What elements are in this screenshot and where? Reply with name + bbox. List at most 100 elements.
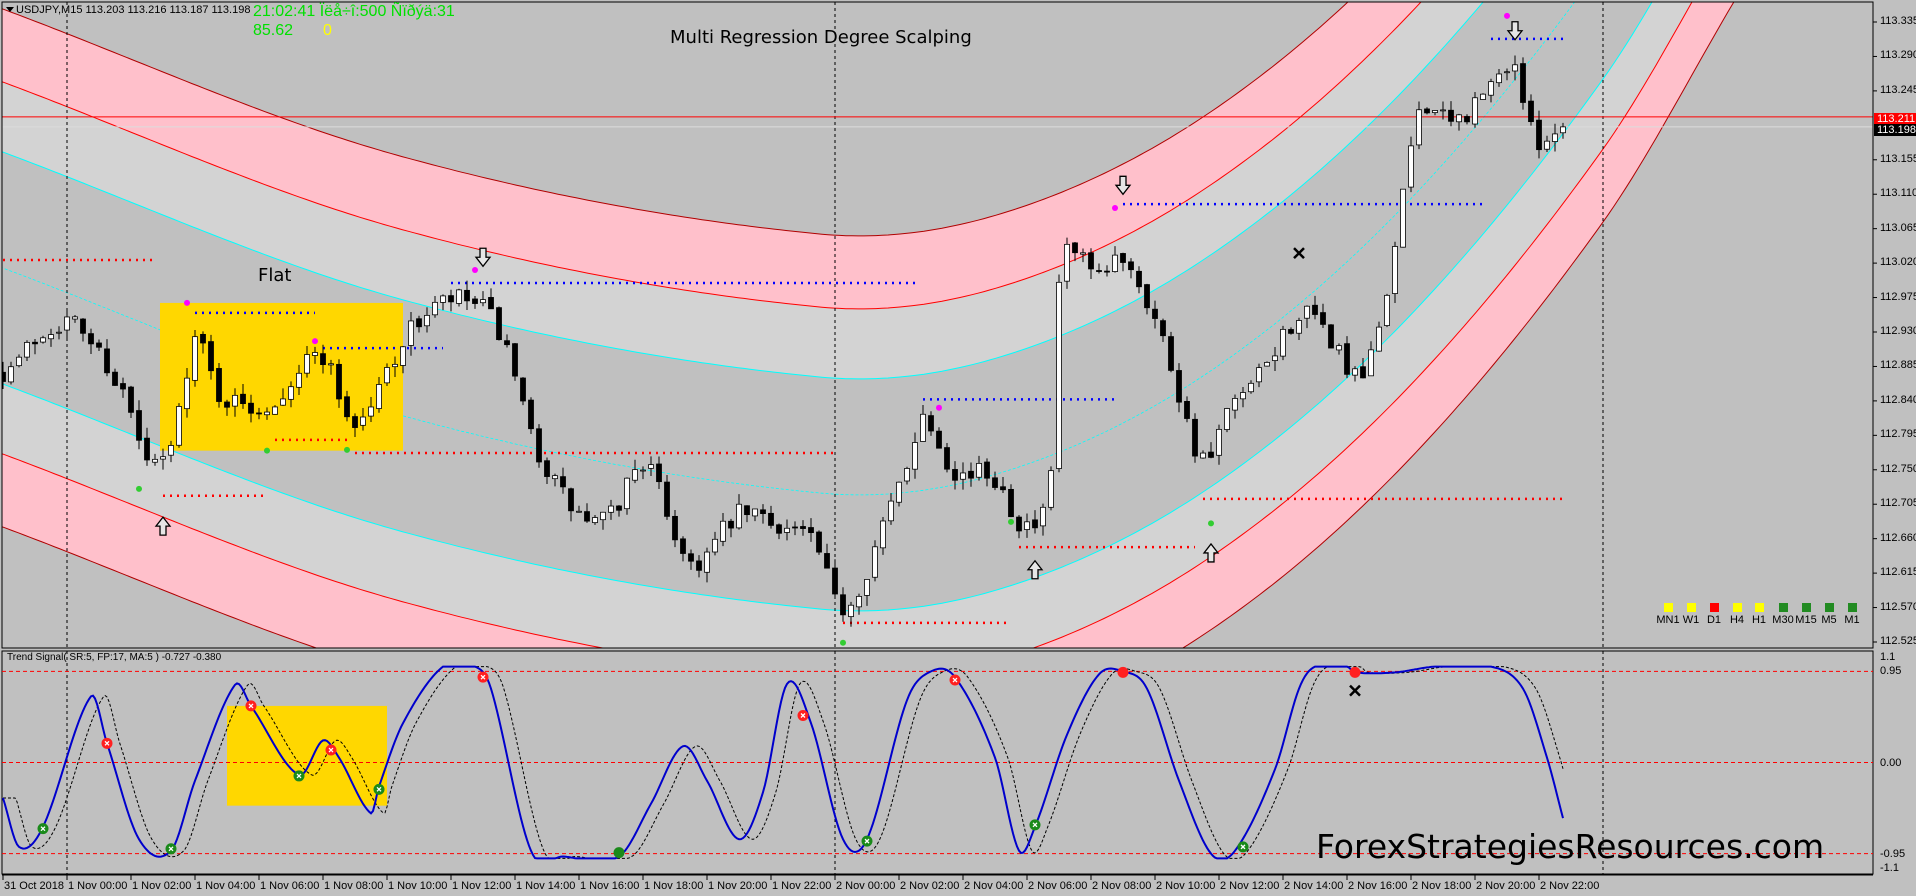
buy-signal-dot-cross [1032, 822, 1038, 828]
candle-body [1464, 116, 1470, 123]
candle [592, 514, 598, 525]
candle [1208, 442, 1214, 459]
candle [1408, 136, 1414, 193]
indicator-flag: 0 [323, 22, 332, 39]
candle [648, 456, 654, 476]
candle [400, 346, 406, 374]
candle-body [664, 481, 670, 517]
candle-body [992, 477, 998, 488]
sell-arrow-icon [1114, 175, 1132, 196]
candle [1472, 91, 1478, 128]
timeframe-status-square [1710, 603, 1719, 612]
candle [152, 453, 158, 466]
candle-body [1488, 81, 1494, 96]
candle-body [1456, 114, 1462, 123]
candle [1544, 135, 1550, 153]
time-axis-label: 2 Nov 12:00 [1220, 880, 1280, 892]
timeframe-status-square [1848, 603, 1857, 612]
candle [392, 356, 398, 377]
candle-body [752, 508, 758, 517]
candle [1360, 357, 1366, 379]
candle-body [800, 526, 806, 529]
timeframe-status-square [1687, 603, 1696, 612]
candle [504, 334, 510, 348]
candle-body [168, 445, 174, 456]
indicator-axis-label: -1.1 [1880, 861, 1899, 874]
price-axis-label: 112.930 [1880, 325, 1916, 337]
candle [72, 314, 78, 323]
candle [1552, 123, 1558, 152]
candle [344, 390, 350, 422]
candle-body [1304, 305, 1310, 319]
candle-body [888, 500, 894, 522]
candle-body [448, 295, 454, 303]
candle-body [688, 553, 694, 562]
candle-body [1416, 109, 1422, 146]
candle [1192, 413, 1198, 463]
candle-body [816, 531, 822, 553]
candle-body [808, 527, 814, 534]
candle-body [1120, 253, 1126, 263]
buy-arrow-icon [1202, 542, 1220, 563]
candle-body [768, 512, 774, 526]
indicator-axis-label: 0.95 [1880, 665, 1902, 678]
upper-outer-edge [2, 2, 1349, 237]
candle [1200, 450, 1206, 459]
candle-body [920, 413, 926, 442]
candle [1080, 248, 1086, 263]
candle [1280, 325, 1286, 361]
time-axis-label: 2 Nov 20:00 [1476, 880, 1536, 892]
timeframe-label: D1 [1706, 614, 1722, 626]
candle-body [872, 546, 878, 578]
candle [1232, 394, 1238, 419]
candle-body [776, 524, 782, 534]
candle-body [904, 468, 910, 482]
candle-body [896, 481, 902, 503]
candle-body [120, 383, 126, 390]
candle [248, 394, 254, 423]
collapse-triangle-icon[interactable] [6, 7, 14, 12]
candle [1184, 396, 1190, 423]
sell-dot [472, 267, 478, 273]
sell-dot [1504, 12, 1510, 19]
candle-body [1544, 140, 1550, 150]
price-axis-label: 112.795 [1880, 428, 1916, 441]
candle-body [1184, 401, 1190, 419]
candle-body [416, 318, 422, 328]
timeframe-status-square [1825, 603, 1834, 612]
price-axis-label: 113.290 [1880, 49, 1916, 62]
candle-body [1480, 93, 1486, 100]
timeframe-label: H1 [1751, 614, 1767, 626]
buy-dot [1208, 520, 1214, 527]
candle [1440, 101, 1446, 120]
candle [1336, 343, 1342, 355]
candle [312, 346, 318, 364]
candle-body [1224, 408, 1230, 430]
candle [720, 513, 726, 547]
candle-body [976, 462, 982, 478]
price-axis-label: 113.065 [1880, 221, 1916, 234]
candle-body [152, 458, 158, 463]
candle-body [440, 295, 446, 303]
candle-body [1496, 73, 1502, 84]
candle [1056, 274, 1062, 473]
candle-body [1112, 254, 1118, 273]
candle-body [1512, 64, 1518, 72]
candle-body [24, 341, 30, 358]
time-axis-label: 2 Nov 06:00 [1028, 880, 1088, 892]
candle-body [392, 363, 398, 368]
time-axis-label: 1 Nov 04:00 [196, 880, 256, 892]
indicator-axis-label: 1.1 [1880, 651, 1896, 663]
timeframe-status-square [1733, 603, 1742, 612]
candle [472, 295, 478, 309]
time-axis-label: 1 Nov 08:00 [324, 880, 384, 892]
time-axis-label: 1 Nov 10:00 [388, 880, 448, 892]
candle-body [1560, 126, 1566, 134]
candle-body [656, 463, 662, 483]
candle [536, 424, 542, 468]
sell-signal-dot-cross [248, 703, 254, 709]
signal-line [3, 666, 1564, 859]
candle [992, 471, 998, 491]
candle [288, 381, 294, 408]
